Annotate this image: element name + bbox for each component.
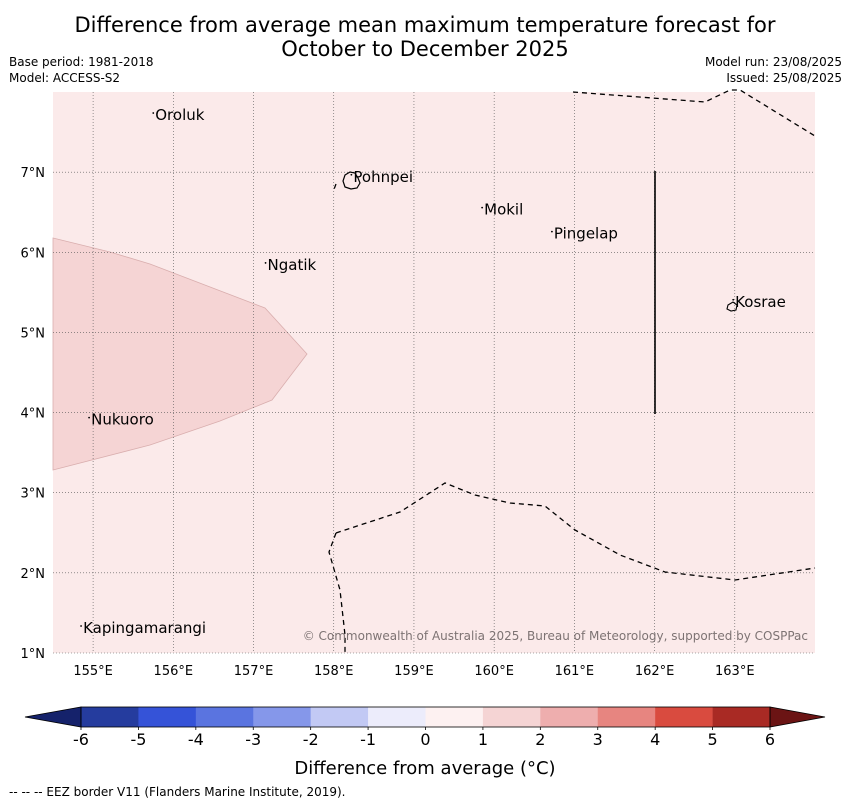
colorbar-segment <box>540 707 599 727</box>
latitude-tick-labels: 1°N 2°N 3°N 4°N 5°N 6°N 7°N <box>21 166 46 662</box>
model-name: Model: ACCESS-S2 <box>9 71 121 85</box>
meta-left: Base period: 1981-2018 Model: ACCESS-S2 <box>9 54 154 86</box>
place-marker <box>551 230 553 233</box>
colorbar-segment <box>597 707 656 727</box>
place-label: Pingelap <box>554 225 618 243</box>
lat-tick-label: 4°N <box>21 407 46 422</box>
lat-tick-label: 1°N <box>21 647 46 662</box>
colorbar-label: Difference from average (°C) <box>294 758 555 779</box>
place-label: Pohnpei <box>353 168 413 186</box>
colorbar-segment <box>253 707 311 727</box>
eez-border-north <box>572 89 816 137</box>
place-marker <box>80 625 82 627</box>
colorbar-tick-label: -1 <box>360 730 376 749</box>
lon-tick-label: 162°E <box>635 664 675 679</box>
place-label: Mokil <box>484 201 523 219</box>
place-label: Nukuoro <box>91 411 154 429</box>
colorbar-segment <box>482 707 541 727</box>
title-line-2: October to December 2025 <box>281 37 569 61</box>
colorbar-segment <box>368 707 426 727</box>
place-label: Oroluk <box>155 106 204 124</box>
colorbar-segment <box>138 707 197 727</box>
lat-tick-label: 2°N <box>21 567 46 582</box>
issued-date: Issued: 25/08/2025 <box>726 71 842 85</box>
place-marker <box>732 298 735 301</box>
place-label: Kosrae <box>735 293 786 311</box>
lon-tick-label: 157°E <box>234 664 274 679</box>
lat-tick-label: 3°N <box>21 487 46 502</box>
longitude-tick-labels: 155°E 156°E 157°E 158°E 159°E 160°E 161°E 162°E… <box>73 664 754 679</box>
lon-tick-label: 158°E <box>314 664 354 679</box>
lon-tick-label: 156°E <box>154 664 194 679</box>
lon-tick-label: 161°E <box>555 664 595 679</box>
lon-tick-label: 163°E <box>715 664 755 679</box>
place-marker <box>264 262 267 264</box>
colorbar-segment <box>712 707 771 727</box>
colorbar-tick-label: -6 <box>73 730 89 749</box>
colorbar-tick-label: 4 <box>650 730 660 749</box>
colorbar-extend-low <box>24 706 82 728</box>
eez-border-west <box>328 532 346 653</box>
place-marker <box>152 112 155 114</box>
colorbar-tick-label: -2 <box>303 730 319 749</box>
kosrae-island-outline <box>726 301 738 312</box>
place-marker <box>88 416 90 419</box>
anomaly-region-1-to-2 <box>52 237 308 471</box>
place-marker <box>350 173 353 176</box>
colorbar-tick-label: -5 <box>130 730 146 749</box>
place-label: Kapingamarangi <box>83 619 206 637</box>
place-labels: Oroluk Pohnpei Mokil Pingelap Ngatik Kosrae Nu… <box>80 106 786 637</box>
colorbar-extend-high <box>769 706 826 728</box>
base-period: Base period: 1981-2018 <box>9 55 154 69</box>
colorbar-tick-label: 3 <box>593 730 603 749</box>
copyright-text: © Commonwealth of Australia 2025, Bureau… <box>303 629 808 643</box>
model-run: Model run: 23/08/2025 <box>704 55 842 69</box>
eez-border-pohnpei-west <box>332 183 337 193</box>
eez-legend-note: -- -- -- EEZ border V11 (Flanders Marine… <box>9 785 346 799</box>
colorbar-tick-label: 2 <box>535 730 545 749</box>
eez-border-south <box>335 482 816 581</box>
place-marker <box>481 206 484 209</box>
colorbar: -6 -5 -4 -3 -2 -1 0 1 2 3 4 5 6 <box>24 706 826 749</box>
map-title: Difference from average mean maximum tem… <box>0 13 850 61</box>
meta-right: Model run: 23/08/2025 Issued: 25/08/2025 <box>705 54 842 86</box>
colorbar-tick-label: 1 <box>478 730 488 749</box>
title-line-1: Difference from average mean maximum tem… <box>74 13 776 37</box>
colorbar-segment <box>655 707 713 727</box>
colorbar-segment <box>81 707 139 727</box>
colorbar-tick-label: 0 <box>420 730 430 749</box>
colorbar-segment <box>310 707 369 727</box>
place-label: Ngatik <box>268 256 317 274</box>
lon-tick-label: 159°E <box>394 664 434 679</box>
colorbar-tick-label: 5 <box>707 730 717 749</box>
colorbar-tick-label: 6 <box>765 730 775 749</box>
lon-tick-label: 160°E <box>474 664 514 679</box>
colorbar-segment <box>425 707 484 727</box>
lon-tick-label: 155°E <box>73 664 113 679</box>
colorbar-segment <box>195 707 254 727</box>
colorbar-tick-label: -4 <box>188 730 204 749</box>
pohnpei-island-outline <box>342 171 361 190</box>
lat-tick-label: 6°N <box>21 246 46 261</box>
lat-tick-label: 5°N <box>21 326 46 341</box>
eez-borders <box>328 89 816 653</box>
lat-tick-label: 7°N <box>21 166 46 181</box>
colorbar-tick-label: -3 <box>245 730 261 749</box>
